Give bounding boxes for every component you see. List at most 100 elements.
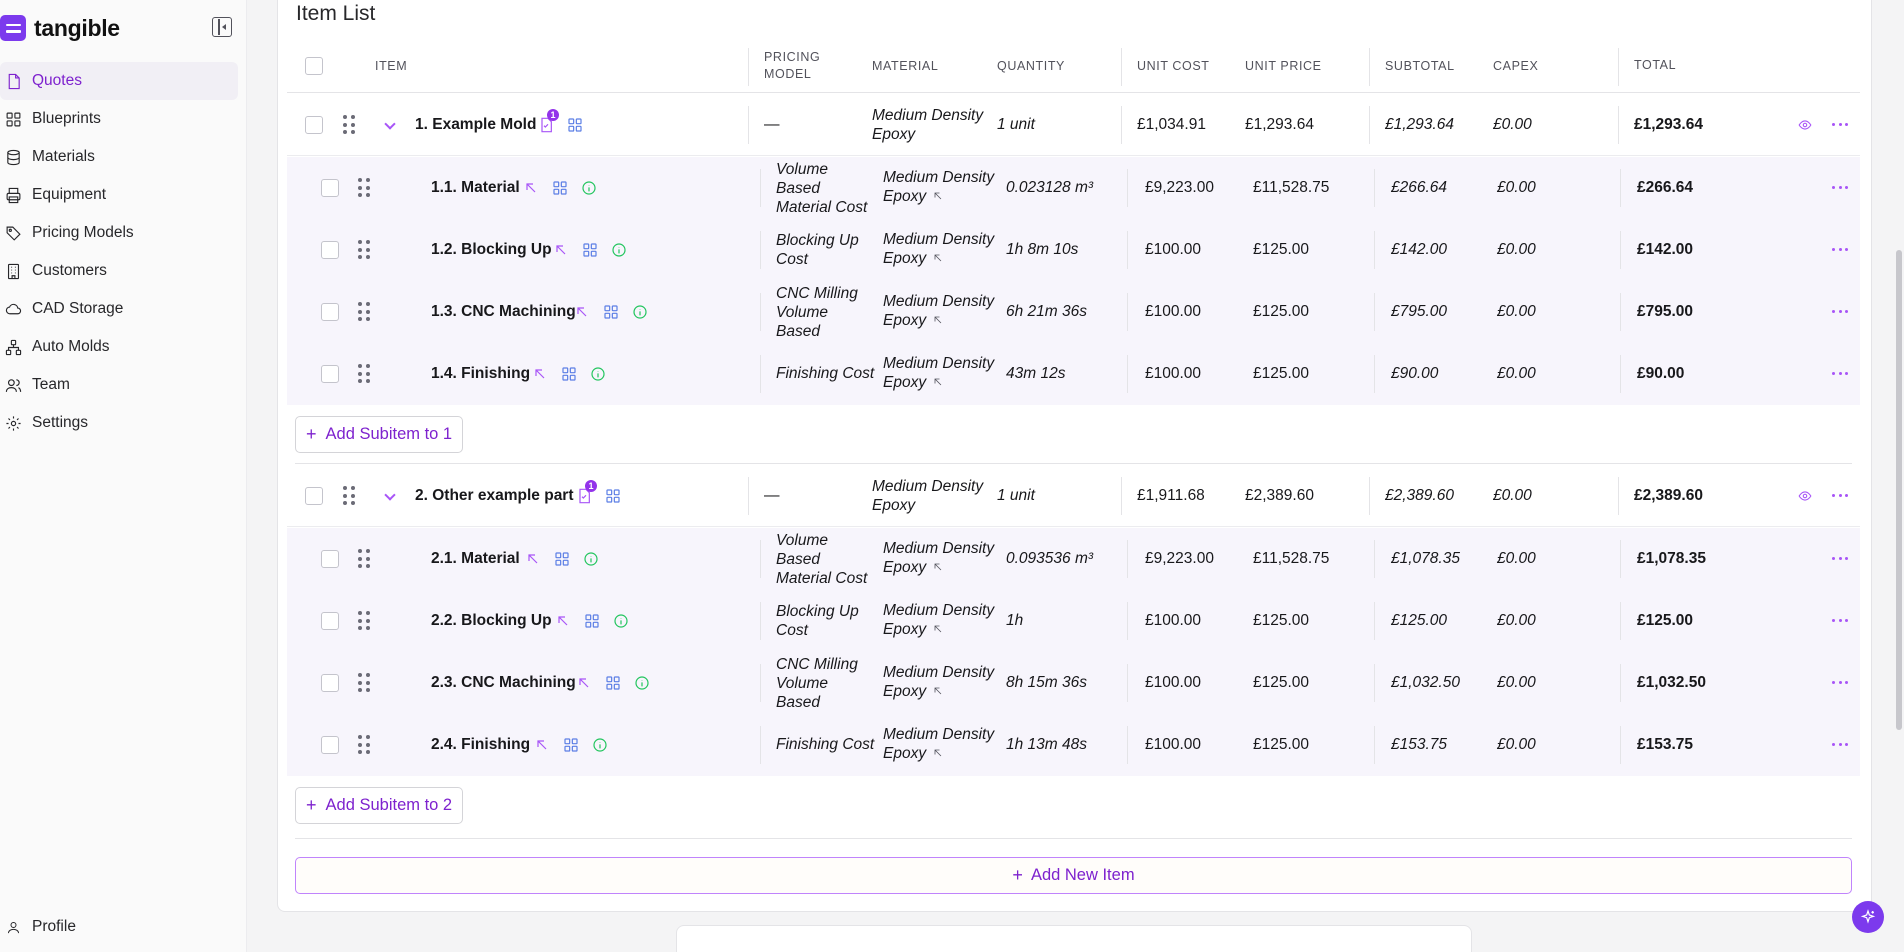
table-row-subitem[interactable]: 1.3. CNC Machining CNC Milling Volume Ba… bbox=[287, 281, 1860, 343]
table-row-subitem[interactable]: 1.2. Blocking Up Blocking Up Cost Medium… bbox=[287, 219, 1860, 281]
drag-handle-icon[interactable] bbox=[343, 115, 355, 135]
more-options-icon[interactable] bbox=[1832, 743, 1848, 747]
blueprint-icon[interactable] bbox=[552, 180, 568, 196]
link-arrow-icon[interactable] bbox=[534, 737, 550, 753]
blueprint-icon[interactable] bbox=[605, 675, 621, 691]
drag-handle-icon[interactable] bbox=[358, 178, 370, 198]
sidebar-item-materials[interactable]: Materials bbox=[0, 138, 238, 176]
table-row-subitem[interactable]: 1.1. Material Volume Based Material Cost… bbox=[287, 157, 1860, 219]
table-row-parent[interactable]: 1. Example Mold 1 — Medium Density Epoxy… bbox=[287, 94, 1860, 156]
sidebar-item-equipment[interactable]: Equipment bbox=[0, 176, 238, 214]
blueprint-icon[interactable] bbox=[605, 488, 621, 504]
link-arrow-icon[interactable] bbox=[932, 559, 944, 571]
link-arrow-icon[interactable] bbox=[574, 304, 590, 320]
blueprint-icon[interactable] bbox=[582, 242, 598, 258]
info-icon[interactable] bbox=[613, 613, 629, 629]
link-arrow-icon[interactable] bbox=[553, 242, 569, 258]
sidebar-collapse-icon[interactable] bbox=[212, 17, 232, 37]
add-subitem-button[interactable]: + Add Subitem to 2 bbox=[295, 787, 464, 824]
ai-assistant-button[interactable] bbox=[1852, 901, 1884, 933]
eye-icon[interactable] bbox=[1798, 489, 1812, 503]
sidebar-item-profile[interactable]: Profile bbox=[4, 918, 76, 936]
info-icon[interactable] bbox=[590, 366, 606, 382]
blueprint-icon[interactable] bbox=[603, 304, 619, 320]
more-options-icon[interactable] bbox=[1832, 494, 1848, 498]
sidebar-item-quotes[interactable]: Quotes bbox=[0, 62, 238, 100]
file-icon[interactable] bbox=[538, 117, 554, 133]
link-arrow-icon[interactable] bbox=[932, 250, 944, 262]
link-arrow-icon[interactable] bbox=[525, 551, 541, 567]
info-icon[interactable] bbox=[634, 675, 650, 691]
link-arrow-icon[interactable] bbox=[932, 621, 944, 633]
info-icon[interactable] bbox=[581, 180, 597, 196]
add-new-item-button[interactable]: + Add New Item bbox=[295, 857, 1852, 894]
info-icon[interactable] bbox=[583, 551, 599, 567]
more-options-icon[interactable] bbox=[1832, 372, 1848, 376]
drag-handle-icon[interactable] bbox=[358, 364, 370, 384]
info-icon[interactable] bbox=[592, 737, 608, 753]
drag-handle-icon[interactable] bbox=[358, 611, 370, 631]
row-checkbox[interactable] bbox=[321, 612, 339, 630]
sidebar-item-customers[interactable]: Customers bbox=[0, 252, 238, 290]
blueprint-icon[interactable] bbox=[554, 551, 570, 567]
select-all-checkbox[interactable] bbox=[305, 57, 323, 75]
more-options-icon[interactable] bbox=[1832, 310, 1848, 314]
row-checkbox[interactable] bbox=[321, 674, 339, 692]
link-arrow-icon[interactable] bbox=[576, 675, 592, 691]
link-arrow-icon[interactable] bbox=[932, 374, 944, 386]
row-checkbox[interactable] bbox=[305, 487, 323, 505]
sidebar-item-cad-storage[interactable]: CAD Storage bbox=[0, 290, 238, 328]
link-arrow-icon[interactable] bbox=[555, 613, 571, 629]
more-options-icon[interactable] bbox=[1832, 557, 1848, 561]
table-row-parent[interactable]: 2. Other example part 1 — Medium Density… bbox=[287, 465, 1860, 527]
drag-handle-icon[interactable] bbox=[358, 549, 370, 569]
sidebar-item-blueprints[interactable]: Blueprints bbox=[0, 100, 238, 138]
sidebar-item-settings[interactable]: Settings bbox=[0, 404, 238, 442]
link-arrow-icon[interactable] bbox=[523, 180, 539, 196]
info-icon[interactable] bbox=[632, 304, 648, 320]
brand[interactable]: tangible bbox=[0, 14, 120, 42]
more-options-icon[interactable] bbox=[1832, 186, 1848, 190]
blueprint-icon[interactable] bbox=[561, 366, 577, 382]
sidebar-item-pricing-models[interactable]: Pricing Models bbox=[0, 214, 238, 252]
row-checkbox[interactable] bbox=[321, 550, 339, 568]
row-checkbox[interactable] bbox=[321, 303, 339, 321]
drag-handle-icon[interactable] bbox=[358, 302, 370, 322]
row-checkbox[interactable] bbox=[321, 179, 339, 197]
drag-handle-icon[interactable] bbox=[358, 240, 370, 260]
link-arrow-icon[interactable] bbox=[932, 312, 944, 324]
link-arrow-icon[interactable] bbox=[932, 683, 944, 695]
table-row-subitem[interactable]: 2.4. Finishing Finishing Cost Medium Den… bbox=[287, 714, 1860, 776]
row-checkbox[interactable] bbox=[321, 736, 339, 754]
link-arrow-icon[interactable] bbox=[932, 188, 944, 200]
scrollbar[interactable] bbox=[1896, 250, 1902, 730]
table-row-subitem[interactable]: 1.4. Finishing Finishing Cost Medium Den… bbox=[287, 343, 1860, 405]
more-options-icon[interactable] bbox=[1832, 123, 1848, 127]
chevron-down-icon[interactable] bbox=[385, 491, 395, 501]
row-checkbox[interactable] bbox=[305, 116, 323, 134]
sidebar-item-team[interactable]: Team bbox=[0, 366, 238, 404]
drag-handle-icon[interactable] bbox=[358, 673, 370, 693]
more-options-icon[interactable] bbox=[1832, 619, 1848, 623]
table-row-subitem[interactable]: 2.2. Blocking Up Blocking Up Cost Medium… bbox=[287, 590, 1860, 652]
info-icon[interactable] bbox=[611, 242, 627, 258]
link-arrow-icon[interactable] bbox=[532, 366, 548, 382]
more-options-icon[interactable] bbox=[1832, 248, 1848, 252]
file-icon[interactable] bbox=[576, 488, 592, 504]
eye-icon[interactable] bbox=[1798, 118, 1812, 132]
add-subitem-button[interactable]: + Add Subitem to 1 bbox=[295, 416, 464, 453]
blueprint-icon[interactable] bbox=[563, 737, 579, 753]
table-row-subitem[interactable]: 2.3. CNC Machining CNC Milling Volume Ba… bbox=[287, 652, 1860, 714]
sidebar-item-auto-molds[interactable]: Auto Molds bbox=[0, 328, 238, 366]
more-options-icon[interactable] bbox=[1832, 681, 1848, 685]
table-header: ITEM PRICING MODEL MATERIAL QUANTITY UNI… bbox=[287, 45, 1860, 93]
drag-handle-icon[interactable] bbox=[343, 486, 355, 506]
chevron-down-icon[interactable] bbox=[385, 120, 395, 130]
row-checkbox[interactable] bbox=[321, 365, 339, 383]
link-arrow-icon[interactable] bbox=[932, 745, 944, 757]
blueprint-icon[interactable] bbox=[584, 613, 600, 629]
row-checkbox[interactable] bbox=[321, 241, 339, 259]
drag-handle-icon[interactable] bbox=[358, 735, 370, 755]
blueprint-icon[interactable] bbox=[567, 117, 583, 133]
table-row-subitem[interactable]: 2.1. Material Volume Based Material Cost… bbox=[287, 528, 1860, 590]
